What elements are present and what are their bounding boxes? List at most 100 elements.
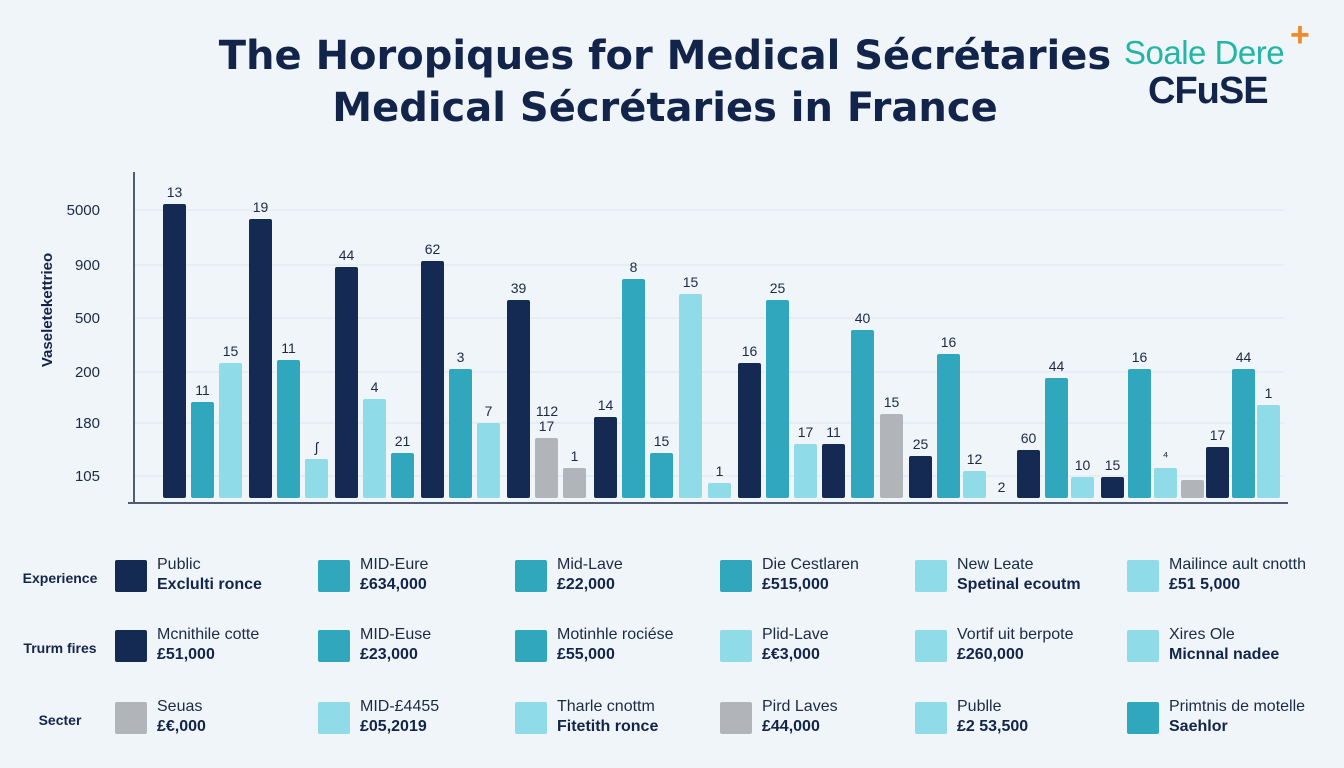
y-tick-label: 900 bbox=[75, 257, 100, 274]
legend-row-label: Experience bbox=[22, 570, 98, 586]
bar-data-label: 44 bbox=[339, 247, 355, 263]
bar bbox=[449, 369, 472, 498]
bar-data-label: 11 bbox=[281, 340, 296, 356]
legend-item: Publle £2 53,500 bbox=[915, 696, 1105, 740]
bar-data-label: 15 bbox=[223, 343, 239, 359]
y-tick-label: 500 bbox=[75, 310, 100, 327]
bar bbox=[1017, 450, 1040, 498]
legend-swatch bbox=[318, 702, 350, 734]
logo-line-2: CFuSE bbox=[1148, 70, 1269, 112]
bar-data-label: 17 bbox=[539, 418, 555, 434]
bar-data-label: 7 bbox=[485, 403, 493, 419]
bar bbox=[363, 399, 386, 498]
legend: Experience Public Exclulti ronce MID-Eure £6… bbox=[0, 550, 1344, 760]
bar bbox=[335, 267, 358, 498]
brand-logo: + Soale Dere CFuSE bbox=[1122, 16, 1332, 118]
title-line-1: The Horopiques for Medical Sécrétaries bbox=[218, 33, 1112, 79]
chart-title: The Horopiques for Medical Sécrétaries M… bbox=[150, 30, 1180, 134]
legend-item: MID-Euse £23,000 bbox=[318, 624, 508, 668]
legend-item: Motinhle rociése £55,000 bbox=[515, 624, 705, 668]
y-axis-label: Vaseletekettrieo bbox=[39, 253, 56, 367]
legend-label: Mailince ault cnotth bbox=[1169, 556, 1306, 573]
legend-item: Die Cestlaren £515,000 bbox=[720, 554, 910, 598]
bar-data-label: 62 bbox=[425, 241, 441, 257]
legend-value: Fitetith ronce bbox=[557, 718, 659, 735]
legend-label: Die Cestlaren bbox=[762, 556, 859, 573]
bar-data-label: 15 bbox=[654, 433, 670, 449]
bar bbox=[794, 444, 817, 498]
legend-item: Public Exclulti ronce bbox=[115, 554, 305, 598]
legend-label: Seuas bbox=[157, 698, 203, 715]
bar bbox=[909, 456, 932, 498]
bar bbox=[880, 414, 903, 498]
bar-data-label: 4 bbox=[371, 379, 379, 395]
legend-swatch bbox=[318, 630, 350, 662]
bar bbox=[477, 423, 500, 498]
bar-data-label: 3 bbox=[457, 349, 465, 365]
bar-data-label: 39 bbox=[511, 280, 527, 296]
logo-line-1: Soale Dere bbox=[1124, 34, 1285, 71]
bar bbox=[507, 300, 530, 498]
legend-value: £23,000 bbox=[360, 646, 418, 663]
bar bbox=[679, 294, 702, 498]
legend-item: Mid-Lave £22,000 bbox=[515, 554, 705, 598]
bar-data-label: 13 bbox=[167, 184, 183, 200]
y-tick-label: 200 bbox=[75, 364, 100, 381]
legend-value: £05,2019 bbox=[360, 718, 427, 735]
y-tick-label: 5000 bbox=[67, 202, 100, 219]
bar-data-label: 15 bbox=[683, 274, 699, 290]
legend-swatch bbox=[515, 560, 547, 592]
y-tick-label: 105 bbox=[75, 468, 100, 485]
legend-item: Mailince ault cnotth £51 5,000 bbox=[1127, 554, 1317, 598]
legend-swatch bbox=[115, 630, 147, 662]
bar bbox=[766, 300, 789, 498]
legend-swatch bbox=[915, 702, 947, 734]
bar bbox=[1181, 480, 1204, 498]
bar-data-label: 11 bbox=[826, 424, 841, 440]
bar bbox=[249, 219, 272, 498]
bar bbox=[822, 444, 845, 498]
bar-data-label: 21 bbox=[395, 433, 411, 449]
legend-value: £55,000 bbox=[557, 646, 615, 663]
bar-data-label: 44 bbox=[1049, 358, 1065, 374]
legend-label: MID-Euse bbox=[360, 626, 432, 643]
bar bbox=[594, 417, 617, 498]
bar-data-label: 16 bbox=[941, 334, 957, 350]
legend-value: Exclulti ronce bbox=[157, 576, 262, 593]
legend-label: Publle bbox=[957, 698, 1002, 715]
legend-value: £260,000 bbox=[957, 646, 1024, 663]
legend-swatch bbox=[115, 560, 147, 592]
bar-data-label: 17 bbox=[798, 424, 814, 440]
bar bbox=[1154, 468, 1177, 498]
bar-data-label: 12 bbox=[967, 451, 983, 467]
bar bbox=[1232, 369, 1255, 498]
legend-label: Mcnithile cotte bbox=[157, 626, 260, 643]
bar bbox=[1071, 477, 1094, 498]
legend-item: New Leate Spetinal ecoutm bbox=[915, 554, 1105, 598]
bar bbox=[1045, 378, 1068, 498]
legend-label: MID-Eure bbox=[360, 556, 429, 573]
legend-swatch bbox=[915, 630, 947, 662]
bar-data-label: 10 bbox=[1075, 457, 1091, 473]
bar-data-label: 15 bbox=[1105, 457, 1121, 473]
bar-data-label: 11 bbox=[195, 382, 210, 398]
legend-item: Mcnithile cotte £51,000 bbox=[115, 624, 305, 668]
legend-item: Pird Laves £44,000 bbox=[720, 696, 910, 740]
legend-value: Saehlor bbox=[1169, 718, 1228, 735]
bar-data-label: 16 bbox=[1132, 349, 1148, 365]
bar-data-label: 44 bbox=[1236, 349, 1252, 365]
legend-swatch bbox=[515, 630, 547, 662]
bar bbox=[1257, 405, 1280, 498]
legend-label: Public bbox=[157, 556, 201, 573]
legend-row-label: Secter bbox=[38, 712, 82, 728]
legend-label: Motinhle rociése bbox=[557, 626, 674, 643]
legend-swatch bbox=[720, 702, 752, 734]
legend-item: Seuas £€,000 bbox=[115, 696, 305, 740]
bar-data-label: 1 bbox=[1265, 385, 1273, 401]
legend-swatch bbox=[720, 630, 752, 662]
logo-plus-icon: + bbox=[1290, 16, 1310, 54]
bar bbox=[163, 204, 186, 498]
legend-label: Pird Laves bbox=[762, 698, 838, 715]
bar bbox=[421, 261, 444, 498]
bar-data-label: 1 bbox=[571, 448, 579, 464]
